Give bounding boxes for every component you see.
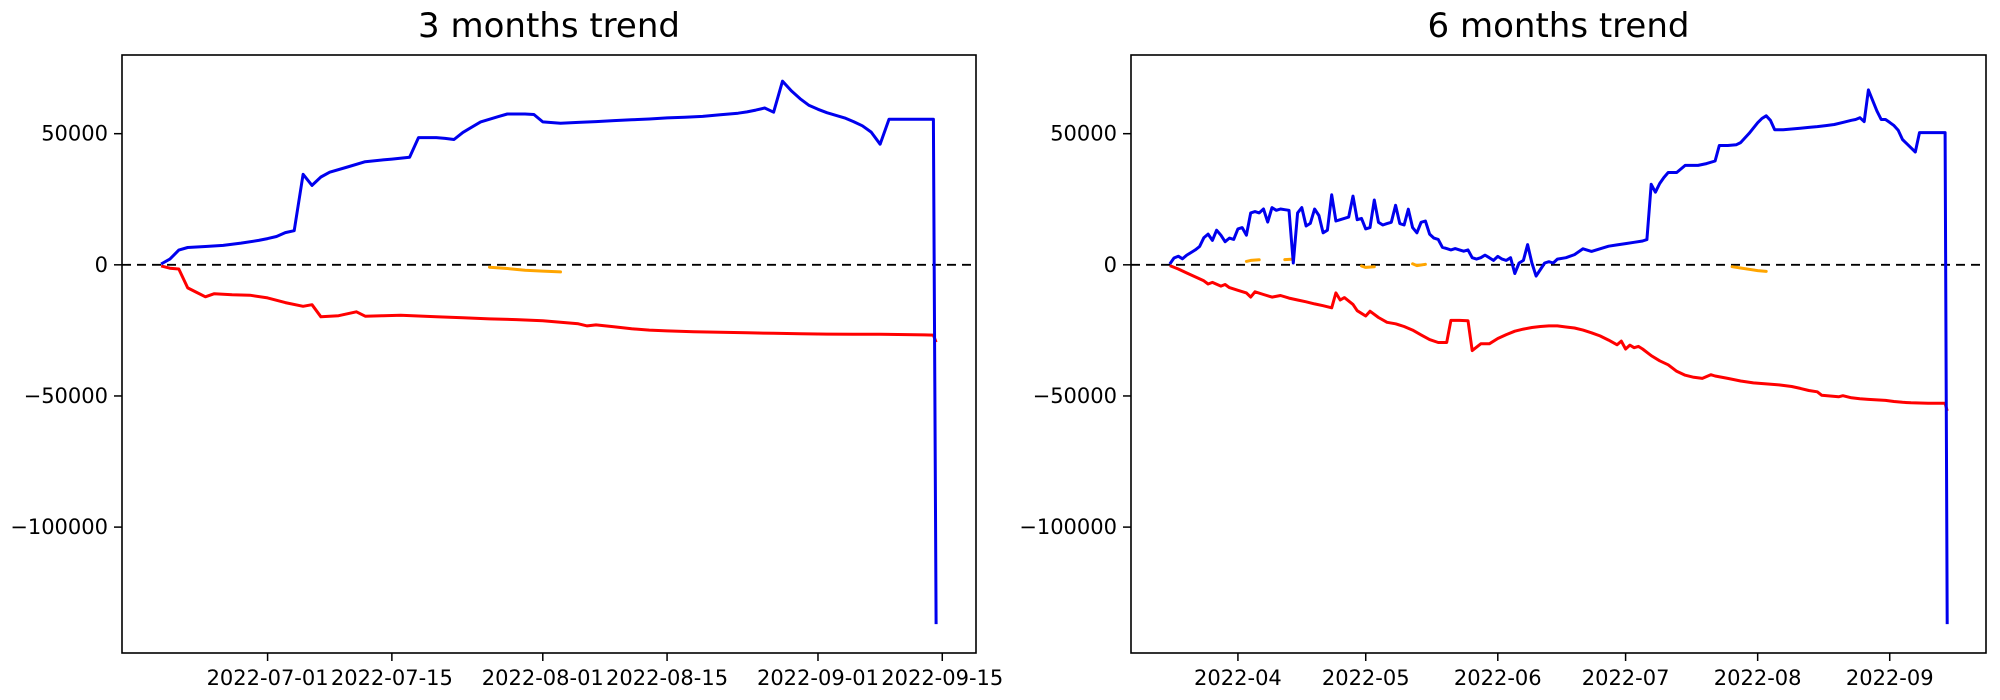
x-tick-label: 2022-09-15	[881, 666, 1003, 690]
blue-series-line	[1168, 88, 1949, 625]
chart-title-6-months: 6 months trend	[1427, 6, 1690, 46]
y-tick-label: 0	[1104, 253, 1117, 277]
orange-series-line	[488, 265, 562, 274]
y-tick-label: 50000	[1050, 122, 1117, 146]
x-tick-label: 2022-07-15	[331, 666, 453, 690]
y-tick-label: −100000	[1019, 515, 1117, 539]
x-tick-label: 2022-07	[1582, 666, 1670, 690]
x-tick-label: 2022-08-01	[482, 666, 604, 690]
y-tick-label: −100000	[10, 515, 108, 539]
orange-series-line	[1730, 265, 1768, 273]
x-tick-label: 2022-09-01	[757, 666, 879, 690]
y-tick-label: 0	[95, 253, 108, 277]
blue-series-line	[160, 79, 938, 625]
x-tick-label: 2022-07-01	[207, 666, 329, 690]
y-tick-label: 50000	[41, 122, 108, 146]
y-tick-label: −50000	[1033, 384, 1117, 408]
red-series-line	[1169, 264, 1949, 412]
y-tick-label: −50000	[24, 384, 108, 408]
red-series-line	[160, 264, 938, 343]
orange-series-line	[1411, 262, 1427, 268]
x-tick-label: 2022-04	[1194, 666, 1282, 690]
orange-series-line	[1360, 264, 1376, 269]
x-tick-label: 2022-05	[1322, 666, 1410, 690]
x-tick-label: 2022-08	[1714, 666, 1802, 690]
axes-box	[121, 54, 977, 654]
x-tick-label: 2022-06	[1454, 666, 1542, 690]
x-tick-label: 2022-09	[1846, 666, 1934, 690]
chart-title-3-months: 3 months trend	[418, 6, 680, 46]
axes-box	[1130, 54, 1987, 654]
orange-series-line	[1244, 258, 1261, 263]
x-tick-label: 2022-08-15	[606, 666, 728, 690]
